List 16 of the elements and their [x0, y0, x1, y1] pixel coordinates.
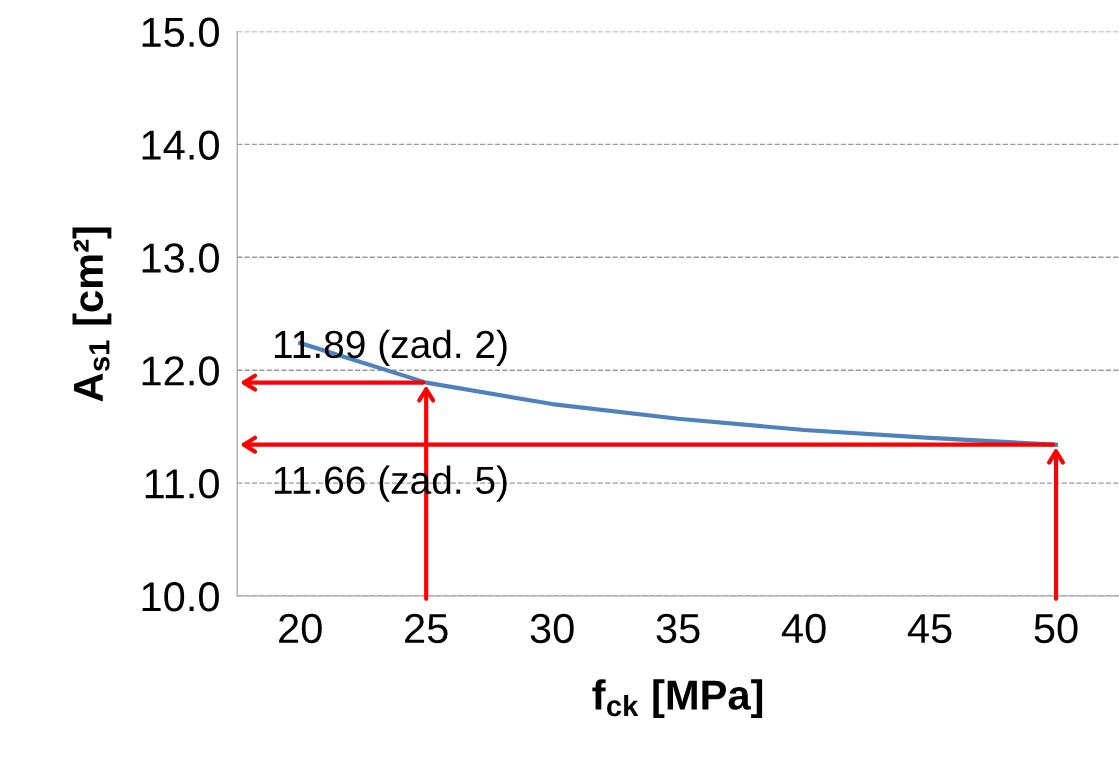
x-axis-title: f$_{ck}$ [MPa] — [592, 679, 763, 719]
x-tick-label: 50 — [1034, 613, 1078, 644]
x-tick-label: 40 — [781, 613, 826, 644]
y-tick-label: 14.0 — [142, 130, 219, 160]
x-tick-label: 45 — [907, 614, 952, 644]
x-tick-label: 25 — [405, 613, 448, 644]
y-tick-label: 12.0 — [142, 356, 219, 386]
y-tick-label: 15.0 — [142, 17, 219, 48]
x-tick-label: 30 — [530, 613, 574, 644]
annotation: 11.89 (zad. 2) — [274, 329, 507, 366]
y-tick-label: 10.0 — [142, 581, 219, 612]
x-tick-label: 35 — [656, 613, 700, 644]
y-axis-title: A$_{s1}$ [cm²] — [72, 227, 112, 402]
y-tick-label: 13.0 — [142, 243, 219, 273]
y-tick-label: 11.0 — [145, 469, 219, 499]
x-tick-label: 20 — [279, 613, 322, 644]
